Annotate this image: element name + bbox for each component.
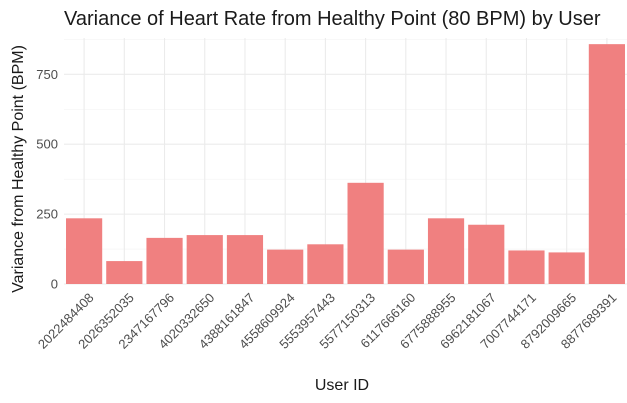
bar-2026352035	[106, 261, 143, 284]
bar-6117666160	[387, 249, 424, 284]
bar-6775888955	[427, 218, 465, 284]
bar-7007744171	[508, 250, 545, 284]
bar-2347167796	[146, 237, 183, 284]
bar-4388161847	[226, 235, 264, 284]
bar-8877689391	[588, 44, 625, 285]
y-tick-label: 750	[36, 67, 58, 82]
y-tick-label: 500	[36, 137, 58, 152]
x-tick-labels: 2022484408202635203523471677964020332650…	[35, 290, 620, 352]
chart-title: Variance of Heart Rate from Healthy Poin…	[64, 8, 601, 30]
bar-4558609924	[267, 249, 304, 284]
bar-6962181067	[468, 224, 505, 284]
bar-5553957443	[307, 244, 344, 284]
y-tick-label: 0	[51, 277, 58, 292]
bar-5577150313	[347, 182, 384, 284]
bars-layer	[66, 44, 625, 285]
y-tick-labels: 0 250 500 750	[36, 67, 58, 292]
bar-4020332650	[186, 235, 223, 284]
bar-2022484408	[66, 218, 103, 284]
bar-8792009665	[548, 252, 585, 284]
y-axis-title: Variance from Healthy Point (BPM)	[10, 45, 27, 293]
y-tick-label: 250	[36, 207, 58, 222]
x-axis-title: User ID	[315, 377, 369, 394]
